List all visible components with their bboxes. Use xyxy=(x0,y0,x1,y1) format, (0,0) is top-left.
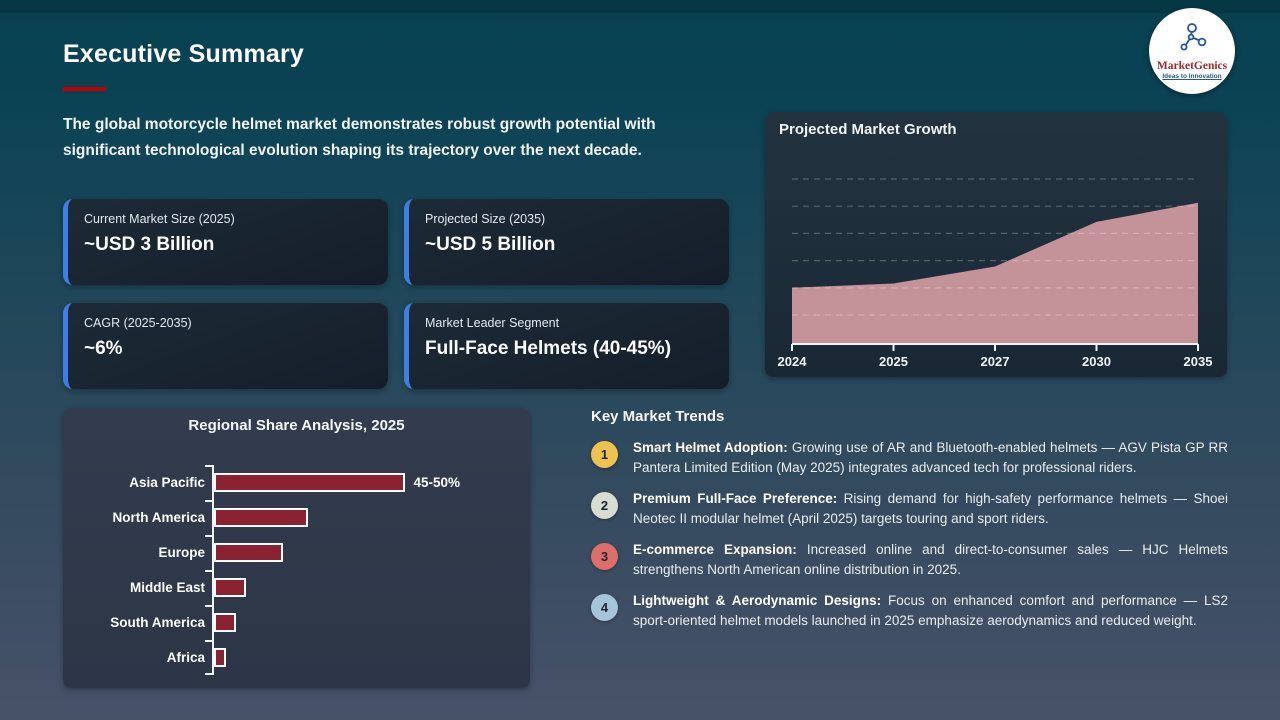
regional-share-chart: Regional Share Analysis, 2025 Asia Pacif… xyxy=(63,408,530,688)
axis-tick xyxy=(205,535,212,537)
stat-label: Current Market Size (2025) xyxy=(84,212,235,226)
trend-number-badge: 4 xyxy=(591,594,618,622)
x-tick-label: 2027 xyxy=(981,354,1010,369)
trend-number-badge: 3 xyxy=(591,543,618,571)
bar-europe xyxy=(214,543,283,562)
bar-track xyxy=(214,543,460,562)
axis-tick xyxy=(205,465,212,467)
stat-card-cagr: CAGR (2025-2035) ~6% xyxy=(63,303,388,389)
bar-track xyxy=(214,613,460,632)
trend-item-1: 1 Smart Helmet Adoption: Growing use of A… xyxy=(591,438,1228,477)
stat-label: Projected Size (2035) xyxy=(425,212,546,226)
trend-text: Premium Full-Face Preference: Rising dem… xyxy=(633,491,1228,526)
stat-card-projected-size: Projected Size (2035) ~USD 5 Billion xyxy=(404,199,729,285)
title-underline xyxy=(63,87,106,91)
bar-track: 45-50% xyxy=(214,473,460,492)
trend-text: Lightweight & Aerodynamic Designs: Focus… xyxy=(633,593,1228,628)
trend-item-3: 3 E-commerce Expansion: Increased online … xyxy=(591,540,1228,579)
trend-item-4: 4 Lightweight & Aerodynamic Designs: Focu… xyxy=(591,591,1228,630)
bar-chart-axis xyxy=(212,465,214,675)
stat-value: ~USD 3 Billion xyxy=(84,234,215,255)
trend-number-badge: 2 xyxy=(591,492,618,520)
top-accent-band xyxy=(0,0,1280,13)
stat-cards-grid: Current Market Size (2025) ~USD 3 Billio… xyxy=(63,199,729,389)
growth-area-chart-canvas: 2024 2025 2027 2030 2035 xyxy=(778,178,1213,369)
bar-track xyxy=(214,578,460,597)
key-market-trends-section: Key Market Trends 1 Smart Helmet Adoption… xyxy=(591,408,1228,643)
logo-tagline: Ideas to Innovation xyxy=(1162,72,1222,80)
bar-value-label: 45-50% xyxy=(413,475,460,490)
trend-item-2: 2 Premium Full-Face Preference: Rising de… xyxy=(591,489,1228,528)
trends-list: 1 Smart Helmet Adoption: Growing use of A… xyxy=(591,438,1228,631)
page-title: Executive Summary xyxy=(63,40,305,68)
stat-label: CAGR (2025-2035) xyxy=(84,316,192,330)
bar-track xyxy=(214,508,460,527)
x-tick-label: 2030 xyxy=(1082,354,1111,369)
bar-asia-pacific xyxy=(214,473,406,492)
trend-text: E-commerce Expansion: Increased online a… xyxy=(633,542,1228,577)
trend-text: Smart Helmet Adoption: Growing use of AR… xyxy=(633,440,1228,475)
axis-tick xyxy=(205,673,212,675)
x-tick-label: 2024 xyxy=(778,354,808,369)
stat-card-current-size: Current Market Size (2025) ~USD 3 Billio… xyxy=(63,199,388,285)
bar-middle-east xyxy=(214,578,246,597)
bar-africa xyxy=(214,648,227,667)
regional-chart-title: Regional Share Analysis, 2025 xyxy=(188,417,405,434)
bar-row-europe: Europe xyxy=(77,535,517,570)
intro-text: The global motorcycle helmet market demo… xyxy=(63,116,656,160)
trend-lead: E-commerce Expansion: xyxy=(633,542,807,558)
bar-category-label: Asia Pacific xyxy=(129,475,205,490)
molecule-icon xyxy=(1175,22,1209,58)
stat-card-leader-segment: Market Leader Segment Full-Face Helmets … xyxy=(404,303,729,389)
bar-row-south-america: South America xyxy=(77,605,517,640)
bar-south-america xyxy=(214,613,237,632)
bar-category-label: North America xyxy=(112,510,205,525)
marketgenics-logo: MarketGenics Ideas to Innovation xyxy=(1149,8,1235,94)
trend-number-badge: 1 xyxy=(591,441,618,468)
axis-tick xyxy=(205,605,212,607)
stat-value: ~6% xyxy=(84,338,123,359)
growth-chart-title: Projected Market Growth xyxy=(779,121,957,138)
bar-category-label: Europe xyxy=(158,545,205,560)
regional-bar-plot: Asia Pacific 45-50% North America Europe Mid… xyxy=(77,465,517,675)
bar-north-america xyxy=(214,508,308,527)
bar-category-label: South America xyxy=(110,615,205,630)
x-tick-label: 2025 xyxy=(879,354,908,369)
stat-value: ~USD 5 Billion xyxy=(425,234,556,255)
bar-row-asia-pacific: Asia Pacific 45-50% xyxy=(77,465,517,500)
stat-value: Full-Face Helmets (40-45%) xyxy=(425,338,672,359)
trend-lead: Premium Full-Face Preference: xyxy=(633,491,844,507)
axis-tick xyxy=(205,500,212,502)
bar-row-middle-east: Middle East xyxy=(77,570,517,605)
trend-lead: Smart Helmet Adoption: xyxy=(633,440,792,455)
stat-label: Market Leader Segment xyxy=(425,316,560,330)
logo-name: MarketGenics xyxy=(1156,59,1228,72)
bar-category-label: Middle East xyxy=(129,580,205,595)
bar-row-north-america: North America xyxy=(77,500,517,535)
growth-area-fill xyxy=(792,202,1198,343)
axis-tick xyxy=(205,570,212,572)
trend-lead: Lightweight & Aerodynamic Designs: xyxy=(633,593,888,609)
x-tick-label: 2035 xyxy=(1184,354,1213,369)
trends-title: Key Market Trends xyxy=(591,408,725,425)
axis-tick xyxy=(205,640,212,642)
bar-category-label: Africa xyxy=(166,650,205,665)
bar-track xyxy=(214,648,460,667)
projected-market-growth-chart: 2024 2025 2027 2030 2035 Projected Market Gr… xyxy=(765,112,1227,377)
bar-row-africa: Africa xyxy=(77,640,517,675)
